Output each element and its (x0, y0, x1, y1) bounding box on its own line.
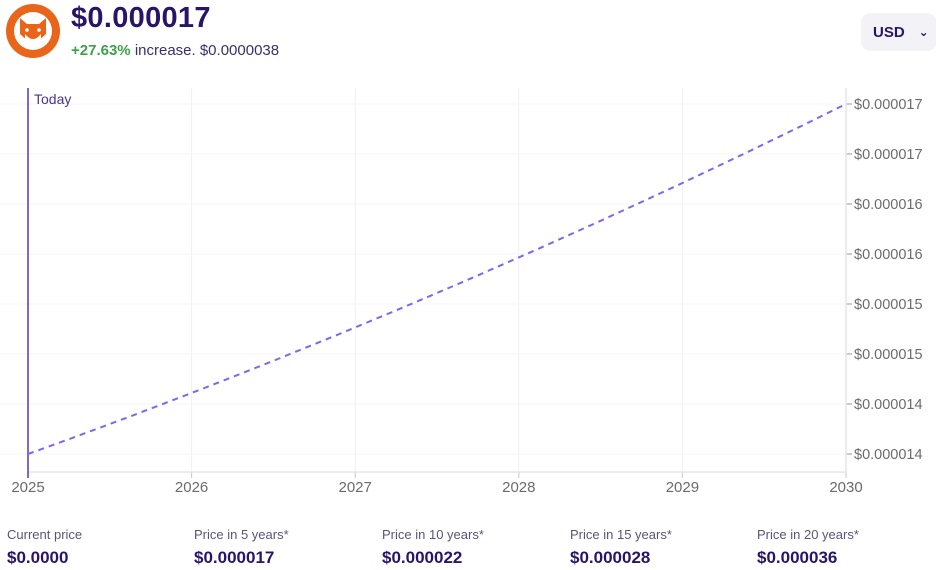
stat-value: $0.000017 (194, 548, 275, 567)
stat-item: Current price $0.0000 (7, 527, 82, 568)
y-tick-label: $0.000015 (854, 297, 923, 313)
y-tick-label: $0.000016 (854, 247, 923, 263)
x-tick-label: 2025 (11, 479, 44, 496)
y-tick-label: $0.000016 (854, 197, 923, 213)
y-tick-label: $0.000015 (854, 347, 923, 363)
y-tick-label: $0.000017 (854, 97, 923, 113)
chevron-down-icon: ⌄ (918, 25, 929, 39)
stat-item: Price in 20 years* $0.000036 (757, 527, 859, 568)
x-tick-label: 2027 (339, 479, 372, 496)
stat-label: Current price (7, 527, 83, 542)
stat-label: Price in 20 years* (757, 527, 859, 542)
currency-select[interactable]: USD ⌄ (861, 13, 936, 51)
stat-item: Price in 10 years* $0.000022 (382, 527, 484, 568)
y-tick-label: $0.000014 (854, 397, 923, 413)
x-tick-label: 2029 (666, 479, 699, 496)
prediction-line (27, 103, 847, 455)
stat-value: $0.000022 (382, 548, 463, 567)
currency-label: USD (873, 23, 905, 41)
stat-label: Price in 10 years* (382, 527, 484, 542)
stat-value: $0.000028 (570, 548, 651, 567)
y-tick-label: $0.000017 (854, 147, 923, 163)
change-text: increase. $0.0000038 (134, 42, 280, 59)
price-prediction-chart: 2025 2026 2027 2028 2029 2030 $0.000014 $0.0000… (0, 88, 923, 496)
stat-label: Price in 5 years* (194, 527, 289, 542)
current-price: $0.000017 (71, 2, 211, 34)
today-label: Today (34, 91, 71, 107)
stat-item: Price in 5 years* $0.000017 (194, 527, 289, 568)
change-percent: +27.63% (71, 42, 131, 59)
stat-label: Price in 15 years* (570, 527, 672, 542)
stat-value: $0.000036 (757, 548, 838, 567)
x-tick-label: 2028 (502, 479, 535, 496)
x-tick-label: 2026 (175, 479, 208, 496)
x-tick-label: 2030 (829, 479, 862, 496)
stat-value: $0.0000 (7, 548, 69, 567)
y-tick-label: $0.000014 (854, 447, 923, 463)
price-change: +27.63% increase. $0.0000038 (71, 42, 279, 59)
shiba-inu-logo-icon (6, 4, 60, 58)
stat-item: Price in 15 years* $0.000028 (570, 527, 672, 568)
